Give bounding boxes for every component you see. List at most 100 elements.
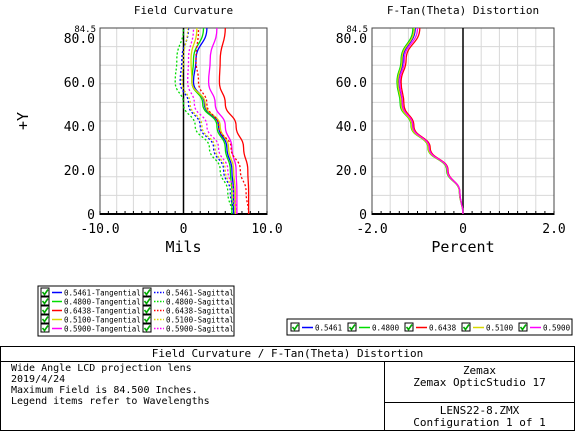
info-software: Zemax OpticStudio 17 (413, 376, 546, 389)
info-line-2: 2019/4/24 (11, 374, 66, 385)
checkbox-box (40, 296, 50, 306)
check-icon (143, 307, 151, 314)
legend-checkbox (404, 322, 414, 332)
y-tick-label: 60.0 (336, 76, 367, 91)
legend-label: 0.5461-Sagittal (166, 289, 234, 298)
info-divider-horizontal (384, 402, 574, 403)
checkbox-box (142, 305, 152, 315)
checkbox-box (142, 287, 152, 297)
y-tick-label: 40.0 (336, 120, 367, 135)
chart-title: Field Curvature (134, 4, 233, 17)
series-line-0-5100-tangential (190, 27, 236, 214)
series-line-0-5900-sagittal (187, 27, 238, 215)
check-icon (41, 325, 49, 332)
checkbox-box (347, 322, 357, 332)
y-tick-label: 40.0 (64, 120, 95, 135)
info-filename: LENS22-8.ZMX (439, 404, 520, 417)
legend-checkbox (142, 323, 152, 333)
y-tick-label: 20.0 (64, 164, 95, 179)
legend-label: 0.4800-Tangential (64, 298, 141, 307)
legend-checkbox (142, 314, 152, 324)
legend-checkbox (40, 314, 50, 324)
check-icon (143, 289, 151, 296)
legend-label: 0.5100-Sagittal (166, 316, 234, 325)
check-icon (291, 324, 299, 331)
y-max-label: 84.5 (346, 25, 368, 35)
y-tick-label: 20.0 (336, 164, 367, 179)
field-curvature-plot: Field Curvature-10.0 0 10.0Mils020.040.060… (14, 4, 283, 256)
series-line-0-5461-tangential (192, 27, 235, 214)
legend-label: 0.5900-Sagittal (166, 325, 234, 334)
chart-title: F-Tan(Theta) Distortion (387, 4, 539, 17)
checkbox-box (40, 323, 50, 333)
checkbox-box (40, 305, 50, 315)
info-title: Field Curvature / F-Tan(Theta) Distortio… (1, 347, 574, 362)
info-description: Wide Angle LCD projection lens 2019/4/24 M… (11, 363, 210, 407)
legend-label: 0.6438-Sagittal (166, 307, 234, 316)
series-line-0-6438-tangential (218, 27, 250, 214)
legend-checkbox (40, 296, 50, 306)
legend-checkbox (461, 322, 471, 332)
check-icon (41, 298, 49, 305)
x-tick-label: 10.0 (251, 222, 282, 237)
x-axis-label: Mils (165, 238, 201, 256)
x-tick-label: -2.0 (356, 222, 387, 237)
checkbox-box (40, 314, 50, 324)
legend-checkbox (40, 323, 50, 333)
checkbox-box (404, 322, 414, 332)
legend-checkbox (142, 305, 152, 315)
legend-checkbox (518, 322, 528, 332)
legend-label: 0.6438-Tangential (64, 307, 141, 316)
series-line-0-5461-sagittal (179, 27, 235, 215)
legend-checkbox (40, 287, 50, 297)
check-icon (41, 316, 49, 323)
legend-left-frame (37, 285, 235, 337)
check-icon (41, 289, 49, 296)
legend-label: 0.5100 (486, 324, 514, 333)
legend-label: 0.5100-Tangential (64, 316, 141, 325)
y-tick-label: 0 (359, 208, 367, 223)
series-line-0-4800-tangential (191, 27, 233, 215)
series-line-0-6438-sagittal (195, 27, 250, 215)
legend-checkbox (142, 296, 152, 306)
legend-checkbox (142, 287, 152, 297)
y-axis-label: +Y (14, 112, 32, 130)
checkbox-box (142, 314, 152, 324)
legend-label: 0.5461 (315, 324, 342, 333)
series-line-0-5900 (399, 27, 464, 215)
legend-right-frame (286, 318, 573, 336)
legend-left: 0.5461-Tangential 0.5461-Sagittal 0.4800-T… (37, 285, 235, 337)
info-company-block: Zemax Zemax OpticStudio 17 (385, 365, 574, 389)
legend-label: 0.6438 (429, 324, 457, 333)
checkbox-box (518, 322, 528, 332)
info-divider-vertical (384, 361, 385, 430)
legend-checkbox (290, 322, 300, 332)
legend-label: 0.4800 (372, 324, 400, 333)
checkbox-box (290, 322, 300, 332)
check-icon (143, 325, 151, 332)
legend-label: 0.5461-Tangential (64, 289, 141, 298)
check-icon (143, 298, 151, 305)
checkbox-box (40, 287, 50, 297)
info-file-block: LENS22-8.ZMX Configuration 1 of 1 (385, 405, 574, 429)
distortion-plot: F-Tan(Theta) Distortion-2.0 0 2.0Percent02… (336, 4, 566, 256)
y-tick-label: 0 (87, 208, 95, 223)
check-icon (348, 324, 356, 331)
legend-label: 0.4800-Sagittal (166, 298, 234, 307)
check-icon (462, 324, 470, 331)
check-icon (143, 316, 151, 323)
info-configuration: Configuration 1 of 1 (413, 416, 546, 429)
legend-right: 0.5461 0.4800 0.6438 0.5100 0.5900 (286, 318, 573, 336)
info-line-4: Legend items refer to Wavelengths (11, 396, 210, 407)
x-axis-label: Percent (431, 238, 494, 256)
x-tick-label: 0 (459, 222, 467, 237)
x-tick-label: -10.0 (80, 222, 119, 237)
series-line-0-5900-tangential (207, 27, 238, 214)
info-line-3: Maximum Field is 84.500 Inches. (11, 385, 198, 396)
legend-label: 0.5900-Tangential (64, 325, 141, 334)
y-tick-label: 80.0 (64, 32, 95, 47)
series-line-0-5100-sagittal (181, 27, 236, 215)
y-max-label: 84.5 (74, 25, 96, 35)
checkbox-box (461, 322, 471, 332)
